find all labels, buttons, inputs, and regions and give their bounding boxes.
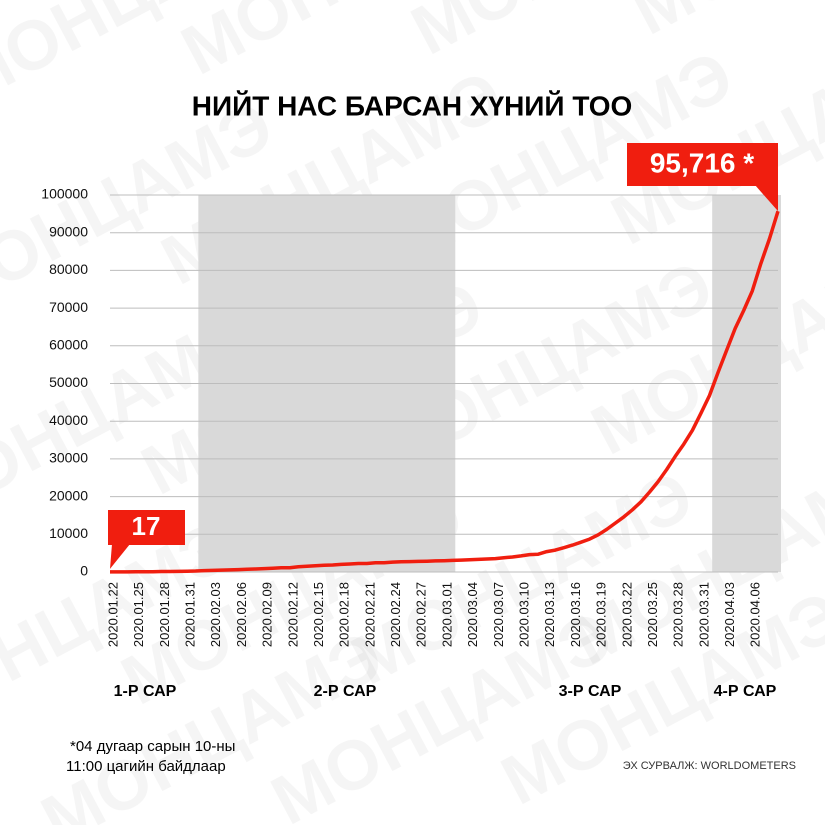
y-tick-label: 0 [80,563,88,579]
x-tick-label: 2020.03.19 [594,582,609,647]
y-tick-label: 60000 [49,337,88,353]
y-tick-label: 30000 [49,450,88,466]
y-tick-label: 90000 [49,223,88,239]
callout-box [627,143,778,186]
x-tick-label: 2020.04.06 [748,582,763,647]
x-tick-label: 2020.03.28 [671,582,686,647]
x-tick-label: 2020.02.21 [362,582,377,647]
x-tick-label: 2020.03.31 [696,582,711,647]
month-label: 2-Р САР [314,683,377,700]
x-tick-label: 2020.03.01 [439,582,454,647]
source: ЭХ СУРВАЛЖ: WORLDOMETERS [623,760,796,772]
callout-pointer [755,185,778,212]
x-tick-label: 2020.03.22 [619,582,634,647]
x-tick-label: 2020.01.25 [131,582,146,647]
x-tick-label: 2020.02.09 [260,582,275,647]
x-tick-label: 2020.02.27 [414,582,429,647]
value-label: 17 [132,511,161,541]
x-tick-label: 2020.03.25 [645,582,660,647]
month-label: 1-Р САР [114,683,177,700]
x-tick-label: 2020.03.16 [568,582,583,647]
y-tick-label: 100000 [41,186,88,202]
x-tick-label: 2020.03.10 [517,582,532,647]
x-tick-label: 2020.01.22 [105,582,120,647]
x-tick-label: 2020.03.04 [465,582,480,647]
y-tick-label: 40000 [49,412,88,428]
value-label: 95,716 * [650,147,754,178]
y-tick-label: 10000 [49,525,88,541]
x-tick-label: 2020.02.12 [285,582,300,647]
x-tick-label: 2020.03.07 [491,582,506,647]
x-tick-label: 2020.02.03 [208,582,223,647]
callout-pointer [110,544,130,569]
chart-title: НИЙТ НАС БАРСАН ХҮНИЙ ТОО [192,89,633,121]
y-tick-label: 20000 [49,487,88,503]
watermark: МОНЦАМЭ [619,0,825,50]
x-tick-label: 2020.04.03 [722,582,737,647]
x-tick-label: 2020.02.24 [388,582,403,647]
x-tick-label: 2020.01.31 [183,582,198,647]
x-tick-label: 2020.02.18 [337,582,352,647]
footnote: 11:00 цагийн байдлаар [66,758,226,775]
month-label: 4-Р САР [714,683,777,700]
y-tick-label: 80000 [49,261,88,277]
x-tick-label: 2020.02.15 [311,582,326,647]
callout: 95,716 * [627,143,778,212]
callout: 17 [108,510,185,569]
y-tick-label: 50000 [49,374,88,390]
month-label: 3-Р САР [559,683,622,700]
y-tick-label: 70000 [49,299,88,315]
x-tick-label: 2020.02.06 [234,582,249,647]
footnote: *04 дугаар сарын 10-ны [70,738,235,755]
callout-box [108,510,185,545]
x-tick-label: 2020.03.13 [542,582,557,647]
data-line [110,210,780,574]
x-tick-label: 2020.01.28 [157,582,172,647]
